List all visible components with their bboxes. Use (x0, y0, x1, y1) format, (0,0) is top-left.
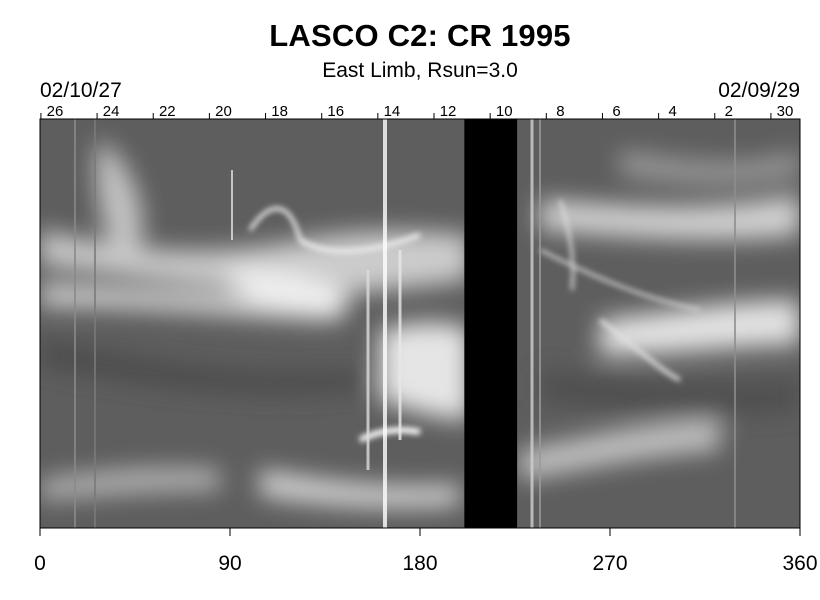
x-tick-label: 270 (592, 552, 627, 575)
data-gap (464, 119, 518, 528)
start-date-label: 02/10/27 (40, 79, 122, 102)
top-axis: 26 24 22 20 18 16 14 12 10 8 6 4 2 30 (40, 103, 794, 120)
day-tick-label: 2 (725, 103, 733, 120)
day-tick-label: 12 (440, 103, 457, 120)
day-tick-label: 26 (47, 103, 64, 120)
intensity-map (40, 119, 800, 528)
end-date-label: 02/09/29 (718, 79, 800, 102)
chart-subtitle: East Limb, Rsun=3.0 (322, 59, 518, 82)
x-tick-label: 0 (34, 552, 46, 575)
day-tick-label: 30 (777, 103, 794, 120)
x-tick-label: 180 (402, 552, 437, 575)
day-tick-label: 6 (612, 103, 620, 120)
x-axis: 0 90 180 270 360 (34, 528, 818, 575)
day-tick-label: 20 (215, 103, 232, 120)
day-tick-label: 18 (271, 103, 288, 120)
day-tick-label: 16 (327, 103, 344, 120)
x-tick-label: 90 (218, 552, 241, 575)
day-tick-label: 4 (669, 103, 677, 120)
chart-title: LASCO C2: CR 1995 (269, 18, 571, 53)
day-tick-label: 24 (103, 103, 120, 120)
day-tick-label: 22 (159, 103, 176, 120)
day-tick-label: 8 (556, 103, 564, 120)
day-tick-label: 10 (496, 103, 513, 120)
day-tick-label: 14 (384, 103, 401, 120)
x-tick-label: 360 (782, 552, 817, 575)
